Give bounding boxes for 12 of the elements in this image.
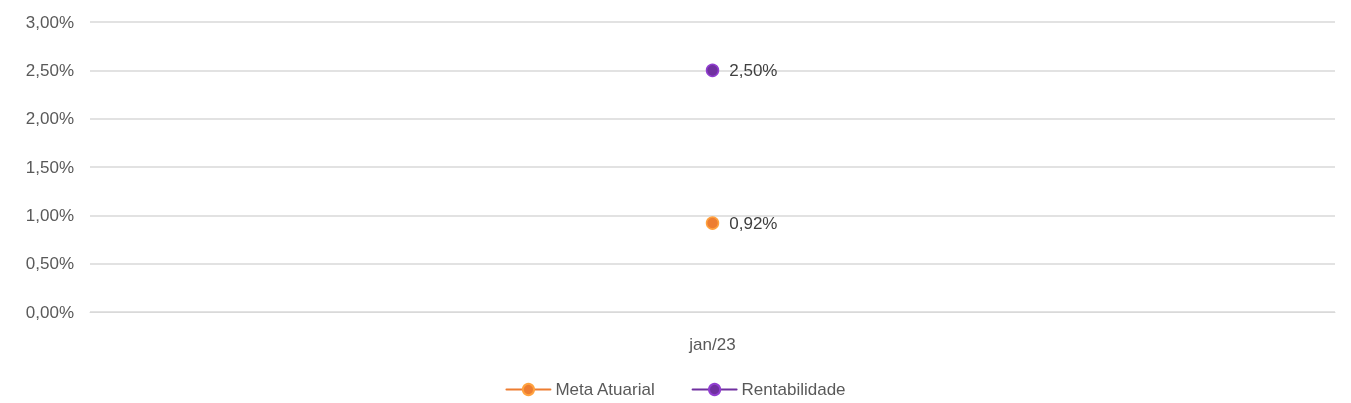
x-tick-label: jan/23 bbox=[688, 335, 736, 354]
legend-label: Rentabilidade bbox=[741, 380, 846, 399]
y-tick-label: 3,00% bbox=[25, 12, 74, 32]
legend-label: Meta Atuarial bbox=[555, 380, 655, 399]
y-tick-label: 0,00% bbox=[25, 302, 74, 322]
data-label: 0,92% bbox=[729, 213, 778, 233]
y-tick-label: 1,00% bbox=[25, 205, 74, 225]
y-tick-label: 0,50% bbox=[25, 254, 74, 274]
data-label: 2,50% bbox=[729, 60, 778, 80]
y-tick-label: 1,50% bbox=[25, 157, 74, 177]
y-tick-label: 2,50% bbox=[25, 60, 74, 80]
y-tick-label: 2,00% bbox=[25, 109, 74, 129]
